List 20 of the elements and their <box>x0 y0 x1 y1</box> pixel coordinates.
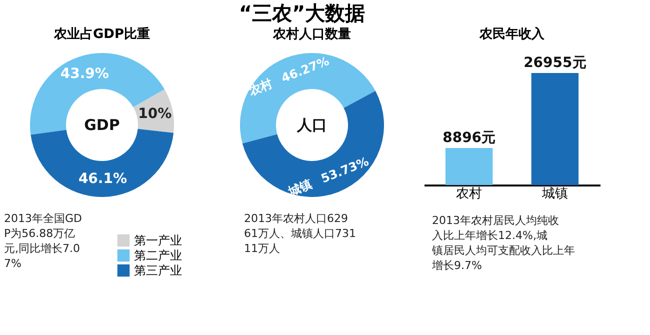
legend-label: 第二产业 <box>134 248 182 262</box>
text: 人口 <box>296 116 327 134</box>
chart-title: 农业占GDP比重 <box>53 26 150 42</box>
data-label: 10% <box>138 106 172 122</box>
legend-label: 第三产业 <box>134 264 182 278</box>
chart-title: 农村人口数量 <box>272 27 351 42</box>
text: 2013年全国GDP为56.88万亿元,同比增长7.07% <box>4 212 82 270</box>
donut-slice <box>30 128 174 197</box>
legend-label: 第一产业 <box>134 234 182 248</box>
text: 2013年农村人口62961万人、城镇人口73111万人 <box>244 212 356 255</box>
text: 2013年农村居民人均纯收入比上年增长12.4%,城镇居民人均可支配收入比上年增长9.7% <box>431 214 575 272</box>
slice-label: 农村 <box>246 76 274 99</box>
text: “三农”大数据 <box>238 1 366 25</box>
data-label: 26955元 <box>524 55 586 71</box>
chart-title: 农民年收入 <box>478 26 546 42</box>
data-label: 43.9% <box>60 66 109 82</box>
text: GDP <box>84 116 120 134</box>
data-label: 46.1% <box>78 170 128 187</box>
data-label: 8896元 <box>442 130 496 146</box>
donut-slice <box>240 53 376 144</box>
